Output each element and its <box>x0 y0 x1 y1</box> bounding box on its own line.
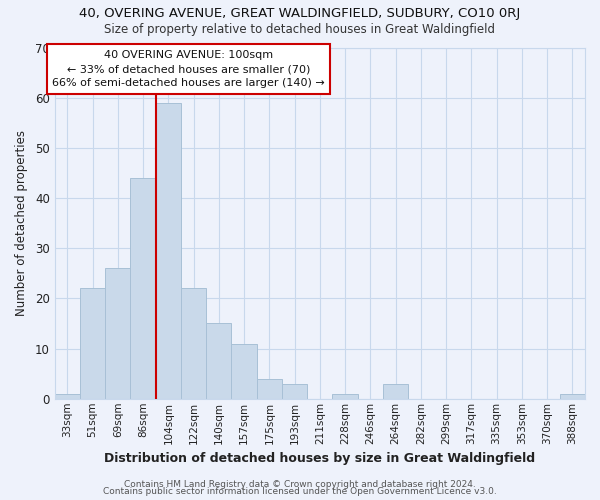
Bar <box>181 288 206 399</box>
Bar <box>105 268 130 399</box>
Text: 40, OVERING AVENUE, GREAT WALDINGFIELD, SUDBURY, CO10 0RJ: 40, OVERING AVENUE, GREAT WALDINGFIELD, … <box>79 8 521 20</box>
Text: Size of property relative to detached houses in Great Waldingfield: Size of property relative to detached ho… <box>104 22 496 36</box>
Bar <box>155 102 181 399</box>
Bar <box>55 394 80 399</box>
Bar <box>257 378 282 399</box>
Text: 40 OVERING AVENUE: 100sqm
← 33% of detached houses are smaller (70)
66% of semi-: 40 OVERING AVENUE: 100sqm ← 33% of detac… <box>52 50 325 88</box>
Bar <box>383 384 408 399</box>
Bar <box>206 324 232 399</box>
X-axis label: Distribution of detached houses by size in Great Waldingfield: Distribution of detached houses by size … <box>104 452 535 465</box>
Text: Contains HM Land Registry data © Crown copyright and database right 2024.: Contains HM Land Registry data © Crown c… <box>124 480 476 489</box>
Y-axis label: Number of detached properties: Number of detached properties <box>15 130 28 316</box>
Bar <box>130 178 155 399</box>
Bar <box>332 394 358 399</box>
Text: Contains public sector information licensed under the Open Government Licence v3: Contains public sector information licen… <box>103 488 497 496</box>
Bar <box>560 394 585 399</box>
Bar <box>282 384 307 399</box>
Bar <box>80 288 105 399</box>
Bar <box>232 344 257 399</box>
